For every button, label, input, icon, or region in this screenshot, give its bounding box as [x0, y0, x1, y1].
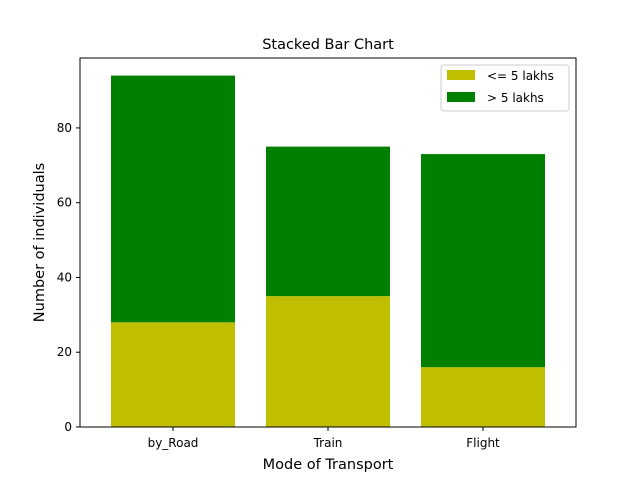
y-tick-label: 0: [64, 420, 72, 434]
y-tick-label: 40: [57, 270, 72, 284]
legend-label-gt-5-lakhs: > 5 lakhs: [487, 91, 544, 105]
x-tick-label: Train: [313, 436, 343, 450]
x-tick-label: by_Road: [148, 436, 199, 450]
y-tick-label: 80: [57, 121, 72, 135]
legend: <= 5 lakhs > 5 lakhs: [440, 64, 570, 112]
y-axis-ticks: 0 20 40 60 80: [57, 121, 80, 434]
y-axis-label: Number of individuals: [32, 163, 48, 322]
bar-train-le-5-lakhs: [266, 296, 390, 427]
bar-flight-gt-5-lakhs: [421, 154, 545, 368]
chart-title: Stacked Bar Chart: [262, 37, 394, 53]
legend-label-le-5-lakhs: <= 5 lakhs: [487, 69, 554, 83]
bar-train-gt-5-lakhs: [266, 146, 390, 297]
y-tick-label: 60: [57, 196, 72, 210]
y-tick-label: 20: [57, 345, 72, 359]
x-tick-label: Flight: [466, 436, 500, 450]
legend-swatch-gt-5-lakhs: [447, 92, 475, 102]
bar-by-road-gt-5-lakhs: [111, 75, 235, 323]
x-axis-label: Mode of Transport: [263, 457, 394, 473]
bars-group: [111, 75, 545, 427]
bar-flight-le-5-lakhs: [421, 367, 545, 427]
x-axis-ticks: by_Road Train Flight: [148, 427, 500, 450]
legend-swatch-le-5-lakhs: [447, 70, 475, 80]
bar-by-road-le-5-lakhs: [111, 322, 235, 427]
